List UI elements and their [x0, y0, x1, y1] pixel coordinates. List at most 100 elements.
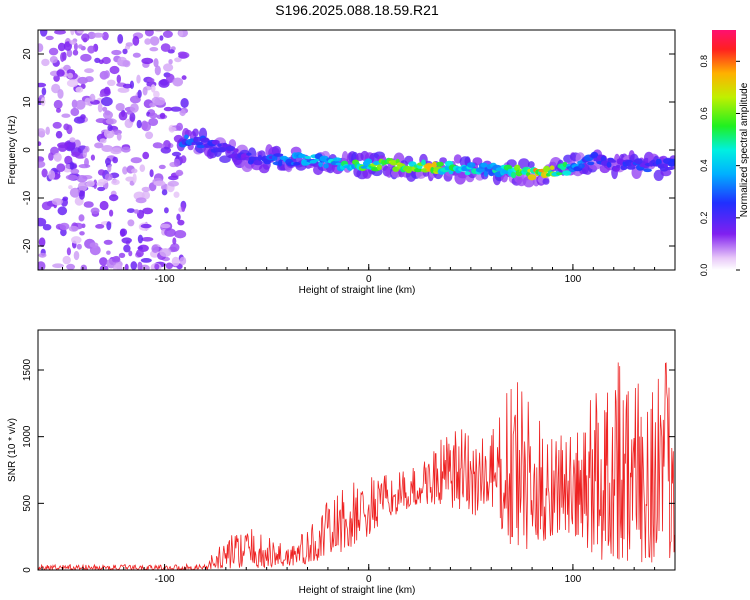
noise-blob — [66, 49, 73, 58]
noise-blob — [181, 202, 186, 212]
noise-blob — [93, 179, 98, 189]
noise-blob — [70, 107, 80, 117]
noise-blob — [57, 206, 68, 216]
noise-blob — [111, 257, 121, 263]
noise-blob — [116, 132, 122, 141]
ridge-blob — [253, 159, 263, 166]
y-tick-label: 1000 — [22, 425, 33, 448]
noise-blob — [60, 52, 65, 63]
ridge-blob — [184, 134, 189, 140]
figure-title: S196.2025.088.18.59.R21 — [275, 2, 439, 18]
noise-blob — [130, 261, 138, 270]
ridge-blob — [562, 170, 572, 176]
spectrogram-ylabel: Frequency (Hz) — [7, 116, 18, 185]
noise-blob — [77, 44, 83, 49]
noise-blob — [149, 169, 154, 178]
ridge-blob — [543, 165, 551, 173]
ridge-blob — [590, 151, 599, 159]
noise-blob — [176, 213, 181, 221]
noise-blob — [69, 161, 75, 170]
noise-blob — [168, 126, 177, 132]
ridge-blob — [332, 157, 342, 162]
noise-blob — [97, 186, 106, 192]
noise-blob — [133, 209, 140, 214]
noise-blob — [154, 263, 160, 270]
ridge-blob — [277, 159, 283, 167]
noise-blob — [167, 180, 179, 187]
noise-blob — [175, 169, 184, 177]
noise-blob — [54, 30, 66, 35]
noise-blob — [65, 174, 78, 181]
x-tick-label: 0 — [366, 574, 372, 585]
colorbar-label: Normalized spectral amplitude — [739, 82, 750, 217]
noise-blob — [48, 170, 56, 180]
noise-blob — [154, 65, 161, 76]
noise-blob — [122, 166, 128, 175]
ridge-blob — [219, 155, 231, 163]
noise-blob — [38, 261, 46, 270]
noise-blob — [179, 108, 186, 117]
ridge-blob — [643, 168, 652, 173]
ridge-blob — [421, 159, 426, 166]
noise-blob — [141, 121, 151, 132]
noise-blob — [101, 96, 113, 107]
noise-blob — [126, 110, 133, 115]
noise-blob — [110, 147, 122, 155]
noise-blob — [123, 244, 131, 253]
noise-blob — [165, 262, 173, 270]
noise-blob — [80, 53, 92, 62]
noise-blob — [136, 74, 141, 84]
noise-blob — [181, 75, 187, 80]
noise-blob — [164, 228, 176, 237]
noise-blob — [118, 252, 126, 258]
noise-blob — [73, 250, 80, 261]
noise-blob — [159, 112, 166, 119]
noise-blob — [78, 214, 85, 222]
noise-blob — [158, 79, 170, 88]
noise-blob — [174, 57, 182, 63]
noise-blob — [89, 242, 99, 249]
noise-blob — [103, 128, 115, 139]
noise-blob — [69, 137, 76, 143]
noise-blob — [66, 79, 79, 88]
colorbar: 0.0 0.2 0.4 0.6 0.8 Normalized spectral ampl… — [699, 30, 750, 276]
y-tick-label: 20 — [22, 48, 33, 60]
noise-blob — [122, 83, 133, 89]
ridge-blob — [616, 164, 621, 169]
noise-blob — [64, 140, 76, 151]
noise-blob — [128, 250, 133, 257]
noise-blob — [38, 160, 46, 168]
noise-blob — [145, 131, 154, 140]
noise-blob — [179, 256, 187, 266]
snr-frame — [37, 329, 676, 571]
noise-blob — [161, 189, 168, 196]
noise-blob — [41, 201, 52, 211]
noise-blob — [45, 126, 50, 135]
ridge-blob — [549, 165, 555, 170]
noise-blob — [99, 265, 109, 270]
noise-blob — [53, 74, 60, 82]
ridge-blob — [527, 174, 537, 181]
noise-blob — [45, 35, 54, 41]
noise-blob — [81, 33, 90, 42]
ridge-blob — [273, 153, 284, 157]
noise-blob — [173, 158, 181, 167]
noise-blob — [53, 152, 62, 162]
ridge-blob — [364, 158, 373, 165]
noise-blob — [177, 219, 185, 226]
noise-blob — [160, 43, 171, 52]
noise-blob — [153, 180, 166, 187]
noise-blob — [41, 58, 50, 67]
x-tick-label: -100 — [155, 574, 175, 585]
noise-blob — [109, 194, 119, 202]
noise-blob — [66, 263, 75, 270]
ridge-blob — [634, 158, 643, 165]
noise-blob — [41, 168, 48, 178]
noise-blob — [115, 103, 125, 111]
ridge-blob — [436, 161, 444, 167]
ridge-blob — [293, 162, 301, 166]
ridge-blob — [323, 163, 329, 169]
noise-blob — [99, 257, 108, 266]
noise-blob — [148, 118, 159, 126]
